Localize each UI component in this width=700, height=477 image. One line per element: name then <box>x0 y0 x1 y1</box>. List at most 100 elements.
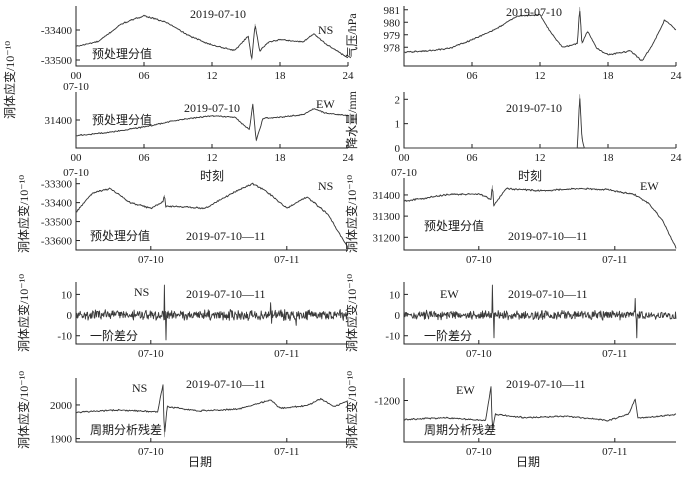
chart-7-annotation: 一阶差分 <box>90 329 138 343</box>
chart-3-xtick-label: 12 <box>207 152 218 164</box>
chart-4-ytick-label: 0 <box>395 143 401 155</box>
chart-10-axes <box>403 378 676 443</box>
chart-5-series-trace <box>75 183 349 249</box>
chart-7-ylabel: 洞体应变/10⁻¹⁰ <box>16 274 31 352</box>
chart-1-annotation: 预处理分值 <box>92 46 152 61</box>
chart-5-ytick-label: -33600 <box>41 236 73 248</box>
chart-8-series-line <box>403 284 677 339</box>
chart-7-annotation: NS <box>134 285 149 299</box>
chart-9-axes <box>75 378 348 443</box>
chart-7-ytick-label: 10 <box>61 289 73 301</box>
chart-6-series-trace <box>403 185 677 249</box>
chart-4-series-trace <box>404 94 676 149</box>
chart-7-xtick-label: 07-11 <box>274 348 299 360</box>
chart-3-xtick-label: 18 <box>275 152 287 164</box>
chart-1-ytick-label: -33500 <box>41 55 73 67</box>
chart-8-xtick-label: 07-11 <box>602 348 627 360</box>
chart-5-annotation: 预处理分值 <box>90 228 150 243</box>
chart-3-xtick-label: 24 <box>343 152 355 164</box>
chart-7-axes <box>75 282 348 345</box>
chart-5-annotation: NS <box>318 179 333 193</box>
chart-4-ytick-label: 2 <box>395 94 401 106</box>
chart-5-ylabel: 洞体应变/10⁻¹⁰ <box>16 175 31 253</box>
chart-2-xtick-label: 24 <box>671 70 683 82</box>
chart-8-xtick-label: 07-10 <box>466 348 492 360</box>
chart-9-xtick-label: 07-10 <box>138 446 164 458</box>
chart-8-annotation: 一阶差分 <box>424 329 472 343</box>
chart-4-xtick-label: 18 <box>603 152 615 164</box>
chart-5-xtick-label: 07-10 <box>138 254 164 266</box>
chart-4-xlabel: 时刻 <box>518 169 542 183</box>
chart-6-annotation: EW <box>640 179 659 193</box>
chart-6-ytick-label: 31300 <box>373 211 401 223</box>
chart-9-series-trace <box>75 384 349 438</box>
chart-8-ytick-label: 10 <box>389 289 401 301</box>
chart-10-series-trace <box>403 386 677 432</box>
chart-1-x-sub-label: 07-10 <box>63 81 89 93</box>
chart-2-ytick-label: 979 <box>384 30 401 42</box>
chart-3-x-sub-label: 07-10 <box>63 167 89 179</box>
chart-8-axes <box>403 282 676 345</box>
chart-3-xtick-label: 00 <box>71 152 83 164</box>
chart-1-ytick-label: -33400 <box>41 25 73 37</box>
chart-1-annotation: 2019-07-10 <box>190 7 246 21</box>
chart-6-annotation: 2019-07-10—11 <box>508 229 588 243</box>
chart-1-xtick-label: 24 <box>343 70 355 82</box>
chart-10-annotation: EW <box>456 383 475 397</box>
chart-6-axes <box>403 178 676 251</box>
chart-2-xtick-label: 18 <box>603 70 615 82</box>
chart-3-series-trace <box>75 104 349 142</box>
chart-10-ylabel: 洞体应变/10⁻¹⁰ <box>344 371 359 449</box>
chart-1-xtick-label: 00 <box>71 70 83 82</box>
chart-4-xtick-label: 06 <box>467 152 479 164</box>
chart-3-xtick-label: 06 <box>139 152 151 164</box>
chart-9-xlabel: 日期 <box>188 455 212 469</box>
chart-3-annotation: 预处理分值 <box>92 112 152 127</box>
chart-10-annotation: 2019-07-10—11 <box>506 377 586 391</box>
chart-10-annotation: 周期分析残差 <box>424 423 496 437</box>
chart-1-xtick-label: 12 <box>207 70 218 82</box>
chart-6-ytick-label: 31200 <box>373 232 401 244</box>
chart-10-xtick-label: 07-11 <box>602 446 627 458</box>
chart-9-ytick-label: 1900 <box>50 434 73 446</box>
chart-1-series-trace <box>75 15 349 61</box>
chart-5-ytick-label: -33500 <box>41 217 73 229</box>
chart-4-ytick-label: 1 <box>395 119 401 131</box>
chart-4-annotation: 2019-07-10 <box>506 101 562 115</box>
chart-4-x-sub-label: 07-10 <box>391 167 417 179</box>
chart-8-ytick-label: 0 <box>395 310 401 322</box>
chart-7-series-line <box>75 284 349 341</box>
chart-5-xtick-label: 07-11 <box>274 254 299 266</box>
chart-2-ytick-label: 978 <box>384 42 401 54</box>
chart-10-ytick-label: -1200 <box>374 395 400 407</box>
chart-7-annotation: 2019-07-10—11 <box>186 287 266 301</box>
chart-1-annotation: NS <box>318 23 333 37</box>
chart-2-xtick-label: 06 <box>467 70 479 82</box>
chart-5-annotation: 2019-07-10—11 <box>186 229 266 243</box>
chart-4-xtick-label: 00 <box>399 152 411 164</box>
chart-8-annotation: EW <box>440 287 459 301</box>
chart-8-ytick-label: -10 <box>385 331 400 343</box>
chart-1-xtick-label: 06 <box>139 70 151 82</box>
chart-2-annotation: 2019-07-10 <box>506 5 562 19</box>
chart-6-ylabel: 洞体应变/10⁻¹⁰ <box>344 175 359 253</box>
chart-6-ytick-label: 31400 <box>373 190 401 202</box>
chart-3-annotation: EW <box>316 97 335 111</box>
chart-10-xlabel: 日期 <box>516 455 540 469</box>
chart-2-xtick-label: 12 <box>535 70 546 82</box>
chart-1-xtick-label: 18 <box>275 70 287 82</box>
chart-5-ytick-label: -33400 <box>41 198 73 210</box>
chart-7-ytick-label: -10 <box>57 331 72 343</box>
chart-7-xtick-label: 07-10 <box>138 348 164 360</box>
chart-4-xtick-label: 24 <box>671 152 683 164</box>
chart-7-ytick-label: 0 <box>67 310 73 322</box>
chart-3-annotation: 2019-07-10 <box>184 101 240 115</box>
chart-2-series-trace <box>403 6 677 62</box>
chart-5-ytick-label: -33300 <box>41 179 73 191</box>
chart-8-annotation: 2019-07-10—11 <box>508 287 588 301</box>
chart-9-annotation: 周期分析残差 <box>90 423 162 437</box>
chart-2-ytick-label: 981 <box>384 5 401 17</box>
chart-10-xtick-label: 07-10 <box>466 446 492 458</box>
chart-9-ylabel: 洞体应变/10⁻¹⁰ <box>16 371 31 449</box>
